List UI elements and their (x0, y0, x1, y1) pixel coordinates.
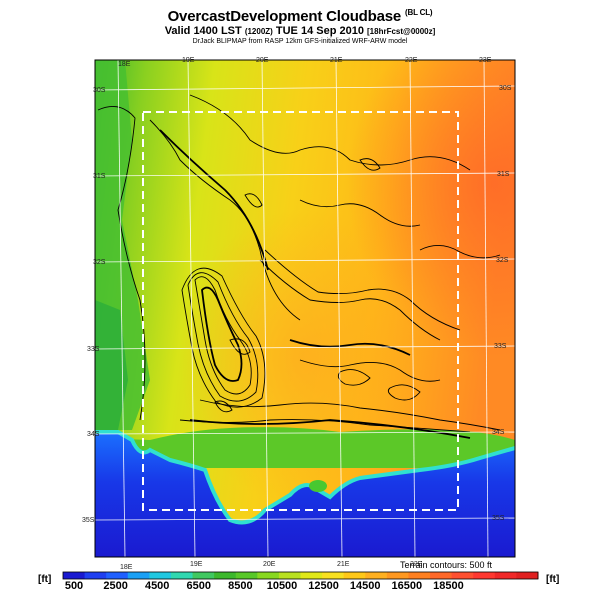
colorbar-swatch (63, 572, 86, 579)
sea-area (95, 432, 515, 557)
lat-label: 33S (494, 343, 507, 350)
colorbar-swatch (516, 572, 539, 579)
colorbar-swatch (408, 572, 431, 579)
lon-label: 21E (337, 561, 350, 568)
colorbar-swatch (127, 572, 150, 579)
colorbar-swatch (451, 572, 474, 579)
colorbar-swatch (386, 572, 409, 579)
colorbar-swatch (365, 572, 388, 579)
colorbar-swatch (322, 572, 345, 579)
lat-label: 32S (496, 257, 509, 264)
coastal-patch (309, 480, 327, 492)
coastline-cyan (95, 430, 515, 525)
lat-label: 31S (497, 171, 510, 178)
lat-label: 34S (87, 431, 100, 438)
map-title: OvercastDevelopment Cloudbase (BL CL) (167, 8, 433, 25)
lat-label: 30S (93, 87, 106, 94)
lon-label: 20E (256, 57, 269, 64)
lon-label: 19E (190, 561, 203, 568)
lon-label: 20E (263, 561, 276, 568)
lon-label: 21E (330, 57, 343, 64)
lon-label: 23E (479, 57, 492, 64)
colorbar-swatch (278, 572, 301, 579)
lon-label: 18E (118, 61, 131, 68)
colorbar-swatch (106, 572, 129, 579)
colorbar-tick-label: 8500 (228, 580, 253, 592)
model-credit: DrJack BLIPMAP from RASP 12km GFS-initia… (192, 38, 408, 45)
colorbar-swatch (149, 572, 172, 579)
coastal-low-band (95, 300, 128, 432)
colorbar-swatch (494, 572, 517, 579)
lon-labels-top: 18E 19E 20E 21E 22E 23E (118, 57, 492, 68)
colorbar-tick-label: 14500 (349, 580, 381, 592)
map-title-tag: (BL CL) (405, 8, 433, 17)
colorbar-swatch (257, 572, 280, 579)
colorbar-unit-right: [ft] (546, 574, 560, 585)
colorbar-tick-label: 12500 (308, 580, 339, 592)
colorbar-swatch (343, 572, 366, 579)
lat-label: 35S (82, 517, 95, 524)
valid-time: Valid 1400 LST (1200Z) TUE 14 Sep 2010 [… (164, 25, 436, 37)
colorbar-swatch (300, 572, 323, 579)
colorbar-frame (62, 571, 539, 580)
lat-label: 30S (499, 85, 512, 92)
lon-label: 22E (410, 561, 423, 568)
lon-label: 22E (405, 57, 418, 64)
colorbar-swatch (214, 572, 237, 579)
terrain-contours (97, 94, 501, 433)
colorbar-swatch (430, 572, 453, 579)
colorbar-swatch (235, 572, 258, 579)
colorbar-swatch (192, 572, 215, 579)
colorbar-tick-label: 2500 (103, 580, 128, 592)
lat-label: 32S (93, 259, 106, 266)
terrain-contours-thick (159, 129, 471, 439)
inner-domain-box (142, 111, 459, 511)
colorbar-tick-label: 500 (64, 580, 84, 592)
colorbar-tick-label: 18500 (433, 580, 464, 592)
colorbar-tick-label: 4500 (144, 580, 170, 592)
colorbar-swatch (473, 572, 496, 579)
map-frame (94, 59, 516, 558)
south-coast-band (95, 427, 515, 468)
colorbar-swatch (170, 572, 194, 579)
lon-label: 18E (120, 564, 133, 571)
colorbar-unit-left: [ft] (38, 574, 52, 585)
lat-label: 35S (492, 515, 505, 522)
colorbar (63, 572, 539, 579)
lat-labels-right: 30S 31S 32S 33S 34S 35S (492, 85, 512, 522)
lat-lon-grid (95, 60, 515, 557)
title-block: OvercastDevelopment Cloudbase (BL CL) Val… (0, 8, 600, 45)
colorbar-swatch (84, 572, 107, 579)
colorbar-tick-label: 6500 (186, 580, 212, 592)
colorbar-tick-label: 16500 (391, 580, 423, 592)
lat-labels-left: 30S 31S 32S 33S 34S 35S (82, 87, 106, 524)
lat-label: 34S (492, 429, 505, 436)
lat-label: 33S (87, 346, 100, 353)
lon-labels-bottom: 18E 19E 20E 21E 22E (120, 561, 423, 571)
terrain-contours-note: Terrain contours: 500 ft (400, 560, 493, 570)
lat-label: 31S (93, 173, 106, 180)
colorbar-tick-label: 10500 (266, 580, 298, 592)
lon-label: 19E (182, 57, 195, 64)
